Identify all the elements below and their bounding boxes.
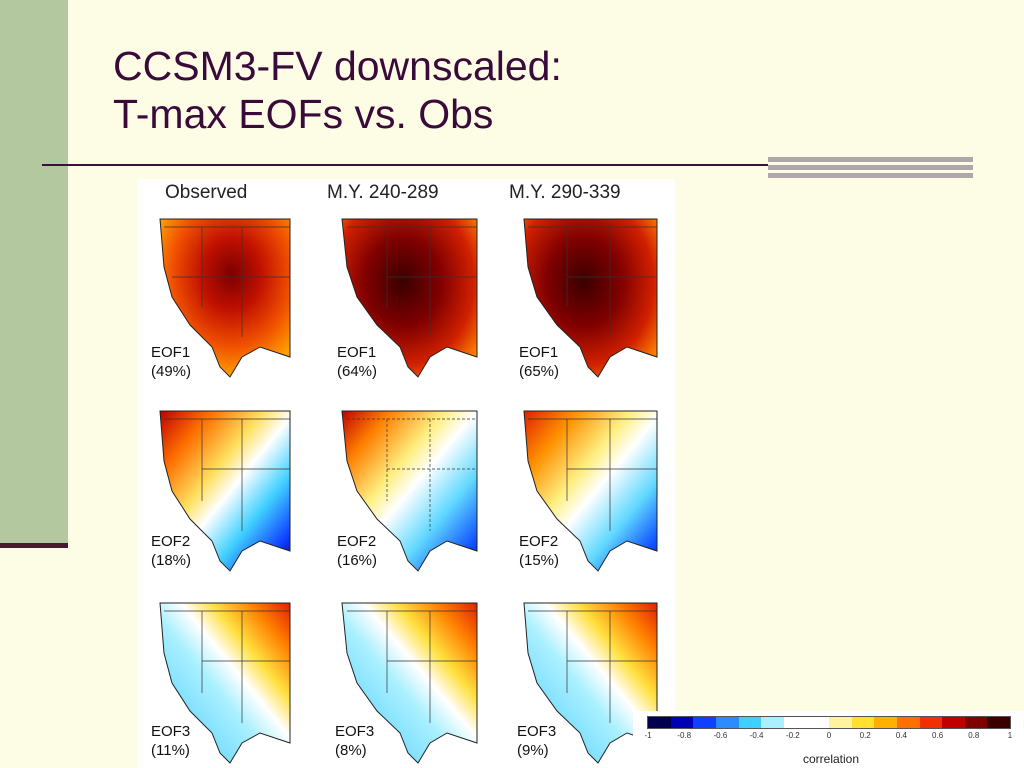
map-panel-eof1-observed xyxy=(142,207,302,383)
eof-name: EOF3 xyxy=(151,723,191,740)
slide-title: CCSM3-FV downscaled: T-max EOFs vs. Obs xyxy=(113,42,562,138)
eof-name: EOF2 xyxy=(337,533,377,550)
map-panel-eof2-my-240-289 xyxy=(332,401,492,577)
colorbar-tick-label: -0.8 xyxy=(677,731,692,740)
map-eof1-observed xyxy=(159,218,291,378)
colorbar-tick-label: -0.6 xyxy=(713,731,728,740)
eof-variance: (9%) xyxy=(517,742,549,759)
eof-variance: (11%) xyxy=(151,742,190,759)
colorbar-swatch xyxy=(919,717,943,728)
column-header-my-240-289: M.Y. 240-289 xyxy=(327,182,439,203)
slide-title-line-1: CCSM3-FV downscaled: xyxy=(113,43,562,89)
eof-name: EOF1 xyxy=(337,344,377,361)
map-eof3-observed xyxy=(159,602,291,764)
eof-label-eof2-observed: EOF2 (18%) xyxy=(151,532,191,570)
column-header-observed: Observed xyxy=(165,182,248,203)
map-panel-eof2-observed xyxy=(142,401,302,577)
left-accent-underline xyxy=(0,543,68,548)
colorbar-swatch xyxy=(715,717,739,728)
map-eof3-my-240-289 xyxy=(341,602,478,764)
colorbar-swatch xyxy=(806,717,829,728)
eof-name: EOF2 xyxy=(151,533,191,550)
eof-label-eof3-my-290-339: EOF3 (9%) xyxy=(517,722,556,760)
eof-variance: (15%) xyxy=(519,552,560,569)
colorbar-label: correlation xyxy=(803,752,860,766)
eof-variance: (49%) xyxy=(151,363,192,380)
eof-label-eof1-my-240-289: EOF1 (64%) xyxy=(337,343,377,381)
map-eof1-my-290-339 xyxy=(523,218,658,378)
map-eof1-my-240-289 xyxy=(341,218,478,378)
colorbar-tick-label: 1 xyxy=(1007,731,1013,740)
eof-label-eof3-observed: EOF3 (11%) xyxy=(151,722,190,760)
eof-variance: (65%) xyxy=(519,363,560,380)
map-panel-eof1-my-240-289 xyxy=(332,207,492,383)
colorbar-swatch xyxy=(783,717,807,728)
colorbar-tick-label: -0.4 xyxy=(749,731,764,740)
title-divider xyxy=(42,164,972,166)
colorbar-swatch xyxy=(874,717,897,728)
map-panel-eof3-observed xyxy=(142,593,302,768)
colorbar-swatch xyxy=(693,717,716,728)
eof-label-eof1-observed: EOF1 (49%) xyxy=(151,343,191,381)
colorbar-tick-label: 0.4 xyxy=(895,731,907,740)
colorbar-tick-label: -1 xyxy=(644,731,652,740)
eof-name: EOF3 xyxy=(335,723,375,740)
eof-name: EOF3 xyxy=(517,723,557,740)
map-eof2-my-240-289 xyxy=(341,410,478,572)
map-eof2-my-290-339 xyxy=(523,410,658,572)
colorbar-swatch xyxy=(829,717,852,728)
eof-variance: (8%) xyxy=(335,742,367,759)
left-accent-bar xyxy=(0,0,68,547)
eof-label-eof1-my-290-339: EOF1 (65%) xyxy=(519,343,559,381)
colorbar-swatch xyxy=(738,717,762,728)
colorbar-tick-label: -0.2 xyxy=(785,731,800,740)
eof-variance: (64%) xyxy=(337,363,378,380)
eof-figure: Observed M.Y. 240-289 M.Y. 290-339 EOF1 … xyxy=(137,179,675,768)
map-eof2-observed xyxy=(159,410,291,572)
colorbar-tick-label: 0.2 xyxy=(859,731,871,740)
colorbar-swatch xyxy=(670,717,694,728)
colorbar-tick-label: 0.6 xyxy=(932,731,944,740)
eof-name: EOF1 xyxy=(151,344,191,361)
map-panel-eof1-my-290-339 xyxy=(512,207,672,383)
map-panel-eof2-my-290-339 xyxy=(512,401,672,577)
colorbar-swatch xyxy=(896,717,920,728)
eof-variance: (16%) xyxy=(337,552,378,569)
colorbar-legend: -1 -0.8 -0.6 -0.4 -0.2 0 0.2 0.4 0.6 0.8 1 correla… xyxy=(633,711,1024,768)
eof-variance: (18%) xyxy=(151,552,192,569)
column-header-my-290-339: M.Y. 290-339 xyxy=(509,182,621,203)
colorbar xyxy=(647,716,1011,729)
colorbar-tick-label: 0 xyxy=(826,731,832,740)
colorbar-swatch xyxy=(964,717,988,728)
colorbar-tick-label: 0.8 xyxy=(968,731,980,740)
eof-name: EOF1 xyxy=(519,344,559,361)
colorbar-swatch xyxy=(648,717,671,728)
title-divider-accent xyxy=(768,157,973,179)
eof-label-eof2-my-240-289: EOF2 (16%) xyxy=(337,532,377,570)
slide-title-line-2: T-max EOFs vs. Obs xyxy=(113,91,494,137)
eof-label-eof2-my-290-339: EOF2 (15%) xyxy=(519,532,559,570)
colorbar-swatch xyxy=(942,717,965,728)
colorbar-swatch xyxy=(761,717,784,728)
eof-name: EOF2 xyxy=(519,533,559,550)
colorbar-swatch xyxy=(851,717,875,728)
map-panel-eof3-my-240-289 xyxy=(332,593,492,768)
colorbar-swatch xyxy=(987,717,1010,728)
eof-label-eof3-my-240-289: EOF3 (8%) xyxy=(335,722,374,760)
